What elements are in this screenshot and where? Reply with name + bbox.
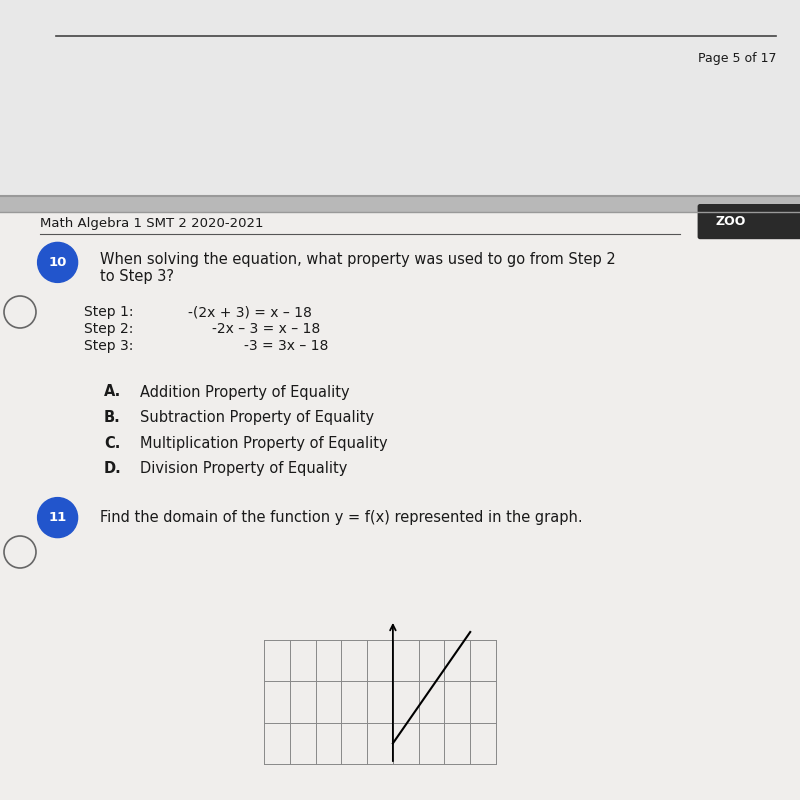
Text: Step 3:: Step 3: <box>84 338 134 353</box>
Text: -2x – 3 = x – 18: -2x – 3 = x – 18 <box>212 322 320 336</box>
Text: Step 2:: Step 2: <box>84 322 134 336</box>
Text: When solving the equation, what property was used to go from Step 2: When solving the equation, what property… <box>100 252 616 266</box>
Text: D.: D. <box>104 462 122 476</box>
Text: to Step 3?: to Step 3? <box>100 269 174 283</box>
Text: 11: 11 <box>49 511 66 524</box>
Text: Find the domain of the function y = f(x) represented in the graph.: Find the domain of the function y = f(x)… <box>100 510 582 525</box>
Text: ZOO: ZOO <box>716 215 746 228</box>
Text: Step 1:: Step 1: <box>84 305 134 319</box>
Text: Addition Property of Equality: Addition Property of Equality <box>140 385 350 399</box>
Text: Subtraction Property of Equality: Subtraction Property of Equality <box>140 410 374 425</box>
Text: Division Property of Equality: Division Property of Equality <box>140 462 347 476</box>
Text: 10: 10 <box>49 256 66 269</box>
Text: Page 5 of 17: Page 5 of 17 <box>698 52 776 65</box>
Text: C.: C. <box>104 436 120 450</box>
Text: Multiplication Property of Equality: Multiplication Property of Equality <box>140 436 388 450</box>
Circle shape <box>38 242 78 282</box>
Text: Math Algebra 1 SMT 2 2020-2021: Math Algebra 1 SMT 2 2020-2021 <box>40 218 263 230</box>
Circle shape <box>38 498 78 538</box>
Text: -3 = 3x – 18: -3 = 3x – 18 <box>244 338 328 353</box>
Text: A.: A. <box>104 385 122 399</box>
Text: -(2x + 3) = x – 18: -(2x + 3) = x – 18 <box>188 305 312 319</box>
FancyBboxPatch shape <box>0 212 800 800</box>
FancyBboxPatch shape <box>698 204 800 239</box>
FancyBboxPatch shape <box>0 0 800 196</box>
Text: B.: B. <box>104 410 121 425</box>
